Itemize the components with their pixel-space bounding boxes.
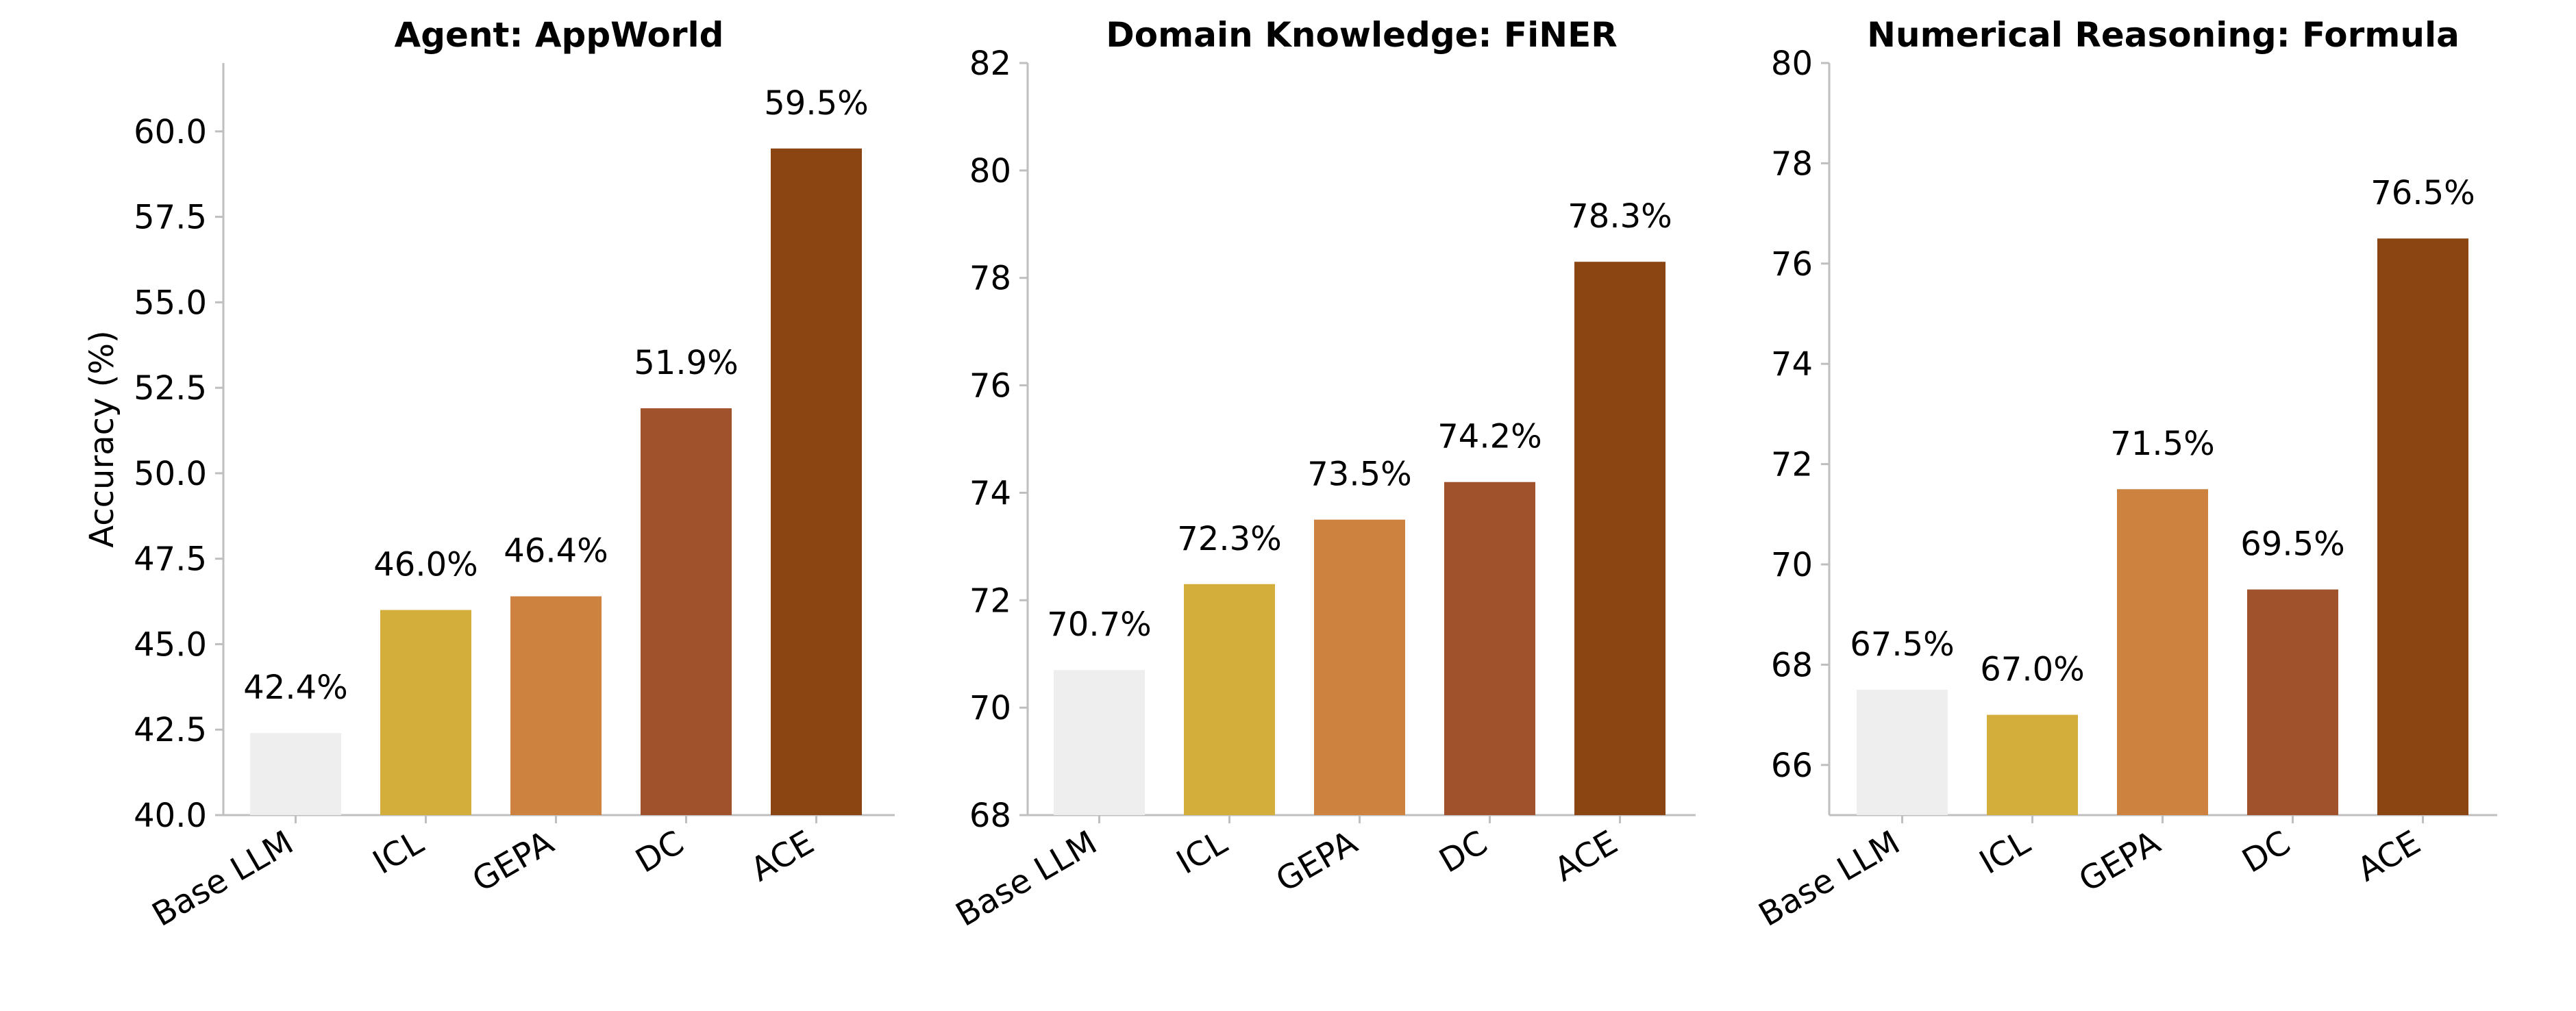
x-tick-label: GEPA — [2072, 823, 2166, 900]
bar — [510, 596, 602, 815]
chart-panel: Agent: AppWorld Accuracy (%) 40.0 42.5 45.0 4… — [83, 15, 895, 934]
y-tick-label: 80 — [969, 152, 1011, 190]
x-tick-label: Base LLM — [146, 823, 300, 934]
y-tick-label: 50.0 — [134, 455, 207, 493]
y-tick-label: 47.5 — [134, 540, 207, 579]
y-tick-label: 60.0 — [134, 113, 207, 151]
bar — [1857, 690, 1948, 815]
data-label: 46.0% — [373, 546, 478, 584]
x-tick-label: GEPA — [1270, 823, 1363, 900]
data-label: 67.0% — [1980, 651, 2084, 689]
y-tick-label: 78 — [969, 260, 1011, 298]
data-label: 51.9% — [634, 344, 738, 382]
y-tick-label: 45.0 — [134, 625, 207, 664]
y-tick-label: 57.5 — [134, 199, 207, 237]
chart-panel: Numerical Reasoning: Formula 66 68 70 72 74 76… — [1753, 15, 2497, 934]
y-tick-label: 78 — [1771, 145, 1813, 183]
bar — [1314, 519, 1405, 815]
y-tick-label: 70 — [1771, 546, 1813, 584]
data-label: 42.4% — [243, 669, 347, 707]
x-tick-label: ACE — [1548, 823, 1624, 889]
data-label: 74.2% — [1437, 418, 1541, 456]
x-tick-label: ACE — [2351, 823, 2427, 889]
y-tick-label: 80 — [1771, 45, 1813, 83]
bar — [641, 408, 732, 815]
y-tick-label: 42.5 — [134, 711, 207, 749]
y-tick-label: 82 — [969, 45, 1011, 83]
x-tick-label: ICL — [1973, 823, 2037, 882]
x-tick-label: ACE — [744, 823, 820, 889]
y-tick-label: 76 — [1771, 245, 1813, 284]
bar — [2247, 589, 2338, 815]
bar — [2117, 489, 2208, 815]
y-axis-label: Accuracy (%) — [83, 330, 121, 547]
data-label: 71.5% — [2110, 425, 2214, 463]
bar — [1184, 584, 1275, 815]
bar — [2377, 238, 2468, 815]
y-tick-label: 68 — [1771, 646, 1813, 684]
x-tick-label: DC — [1433, 823, 1494, 881]
bar — [1987, 714, 2078, 815]
y-tick-label: 70 — [969, 689, 1011, 727]
y-tick-label: 72 — [1771, 446, 1813, 484]
bar — [250, 733, 341, 815]
bar — [1444, 482, 1535, 815]
bar — [771, 148, 862, 816]
y-tick-label: 68 — [969, 797, 1011, 835]
data-label: 78.3% — [1568, 197, 1672, 236]
x-tick-label: ICL — [367, 823, 430, 882]
x-tick-label: Base LLM — [1753, 823, 1907, 934]
bar — [1574, 262, 1665, 816]
bar — [380, 610, 471, 815]
x-tick-label: DC — [2236, 823, 2296, 881]
data-label: 76.5% — [2370, 174, 2475, 212]
data-label: 67.5% — [1850, 625, 1954, 664]
data-label: 69.5% — [2240, 525, 2344, 564]
y-tick-label: 40.0 — [134, 797, 207, 835]
bar — [1054, 670, 1145, 815]
chart-panel: Domain Knowledge: FiNER 68 70 72 74 76 78 80 82 7… — [950, 15, 1696, 934]
y-tick-label: 55.0 — [134, 284, 207, 322]
x-tick-label: ICL — [1170, 823, 1234, 882]
y-tick-label: 72 — [969, 582, 1011, 620]
chart-title: Agent: AppWorld — [395, 15, 724, 55]
x-tick-label: GEPA — [466, 823, 560, 900]
y-tick-label: 74 — [1771, 345, 1813, 384]
chart-title: Numerical Reasoning: Formula — [1867, 15, 2460, 55]
chart-title: Domain Knowledge: FiNER — [1106, 15, 1617, 55]
data-label: 73.5% — [1307, 455, 1411, 494]
y-tick-label: 76 — [969, 367, 1011, 405]
data-label: 72.3% — [1177, 520, 1281, 558]
y-tick-label: 66 — [1771, 747, 1813, 785]
data-label: 70.7% — [1047, 606, 1151, 644]
data-label: 59.5% — [764, 84, 868, 123]
x-tick-label: Base LLM — [950, 823, 1104, 934]
data-label: 46.4% — [504, 532, 608, 571]
y-tick-label: 74 — [969, 474, 1011, 512]
x-tick-label: DC — [629, 823, 690, 881]
y-tick-label: 52.5 — [134, 369, 207, 408]
